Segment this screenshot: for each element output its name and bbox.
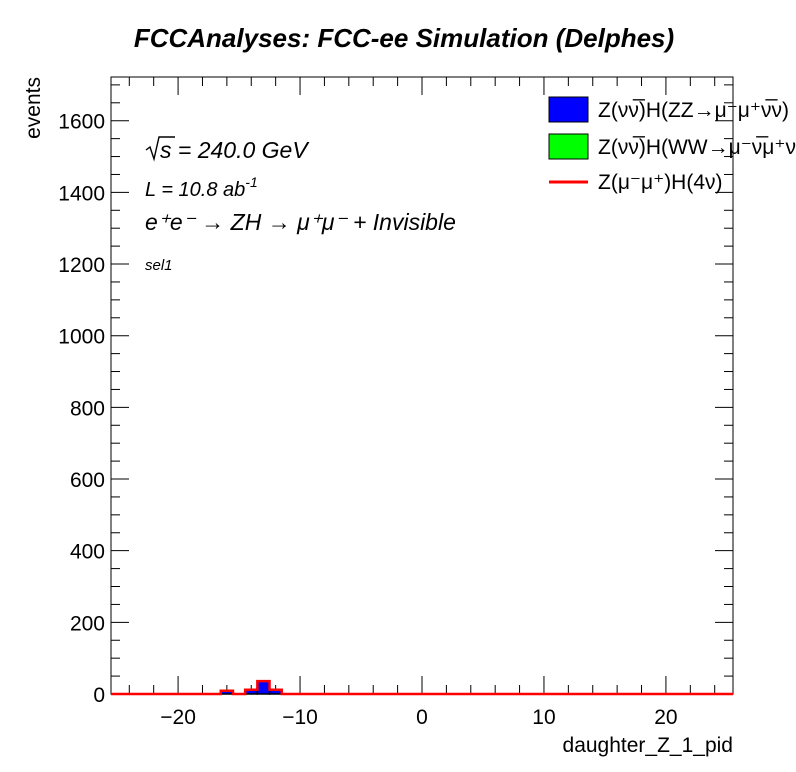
y-tick-label: 1600 [58, 111, 105, 134]
x-tick-label: 10 [532, 706, 555, 729]
luminosity-annotation: L = 10.8 ab-1 [145, 174, 258, 201]
histogram-bars [111, 679, 733, 696]
y-tick-label: 1400 [58, 182, 105, 205]
plot-title: FCCAnalyses: FCC-ee Simulation (Delphes) [134, 23, 674, 53]
y-tick-label: 0 [93, 684, 105, 707]
legend: Z(νν̅)H(ZZ→μ⁻μ⁺ν̅ν) Z(νν̅)H(WW→μ⁻ν̅μ⁺ν) … [548, 96, 796, 194]
legend-label-ww: Z(νν̅)H(WW→μ⁻ν̅μ⁺ν) [598, 136, 796, 159]
legend-label-zz: Z(νν̅)H(ZZ→μ⁻μ⁺ν̅ν) [598, 99, 789, 122]
x-axis-label: daughter_Z_1_pid [563, 734, 733, 757]
legend-swatch-ww [548, 133, 589, 160]
histogram-bar [256, 680, 271, 695]
luminosity-text: L = 10.8 ab [145, 179, 245, 201]
y-tick-label: 600 [70, 469, 105, 492]
legend-label-4nu: Z(μ⁻μ⁺)H(4ν) [598, 171, 723, 194]
y-tick-label: 400 [70, 541, 105, 564]
x-tick-labels: −20 −10 0 10 20 [160, 706, 677, 729]
y-axis-label: events [22, 77, 45, 139]
selection-annotation: sel1 [145, 257, 173, 274]
x-tick-label: 20 [654, 706, 677, 729]
sqrt-symbol [145, 136, 175, 162]
luminosity-exponent: -1 [245, 174, 257, 190]
legend-swatch-zz [548, 96, 589, 123]
x-tick-label: −20 [160, 706, 196, 729]
x-tick-label: −10 [282, 706, 318, 729]
process-annotation: e⁺e⁻ → ZH → μ⁺μ⁻ + Invisible [145, 209, 456, 235]
sqrt-s-annotation: s = 240.0 GeV [145, 136, 310, 163]
x-tick-label: 0 [416, 706, 428, 729]
y-tick-label: 1000 [58, 326, 105, 349]
y-tick-labels: 0 200 400 600 800 1000 1200 1400 1600 [58, 111, 105, 707]
y-tick-label: 1200 [58, 254, 105, 277]
y-tick-label: 200 [70, 612, 105, 635]
signal-line [111, 679, 733, 696]
sqrt-s-text: s = 240.0 GeV [160, 137, 310, 163]
y-tick-label: 800 [70, 397, 105, 420]
